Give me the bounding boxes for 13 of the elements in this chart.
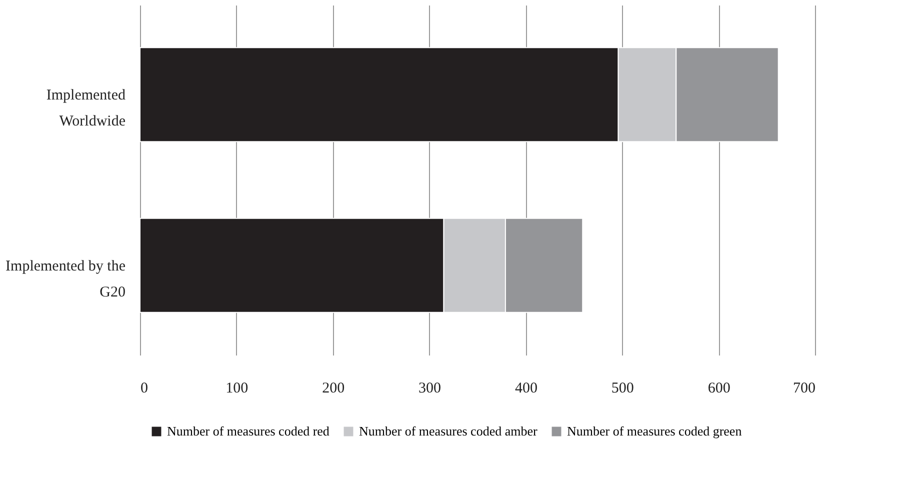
legend-label: Number of measures coded red	[167, 424, 330, 439]
x-tick-label: 700	[793, 380, 816, 396]
x-tick-label: 400	[514, 380, 538, 396]
y-tick-label: Implemented by the G20	[6, 258, 126, 300]
x-tick-label: 0	[140, 380, 148, 396]
x-tick-label: 100	[226, 380, 248, 396]
y-tick-label: Implemented Worldwide	[46, 88, 126, 130]
legend-label: Number of measures coded green	[567, 424, 742, 439]
x-tick-label: 500	[611, 380, 634, 396]
x-tick-label: 600	[708, 380, 730, 396]
x-tick-label: 300	[418, 380, 442, 396]
legend-label: Number of measures coded amber	[359, 424, 538, 439]
x-tick-label: 200	[322, 380, 345, 396]
